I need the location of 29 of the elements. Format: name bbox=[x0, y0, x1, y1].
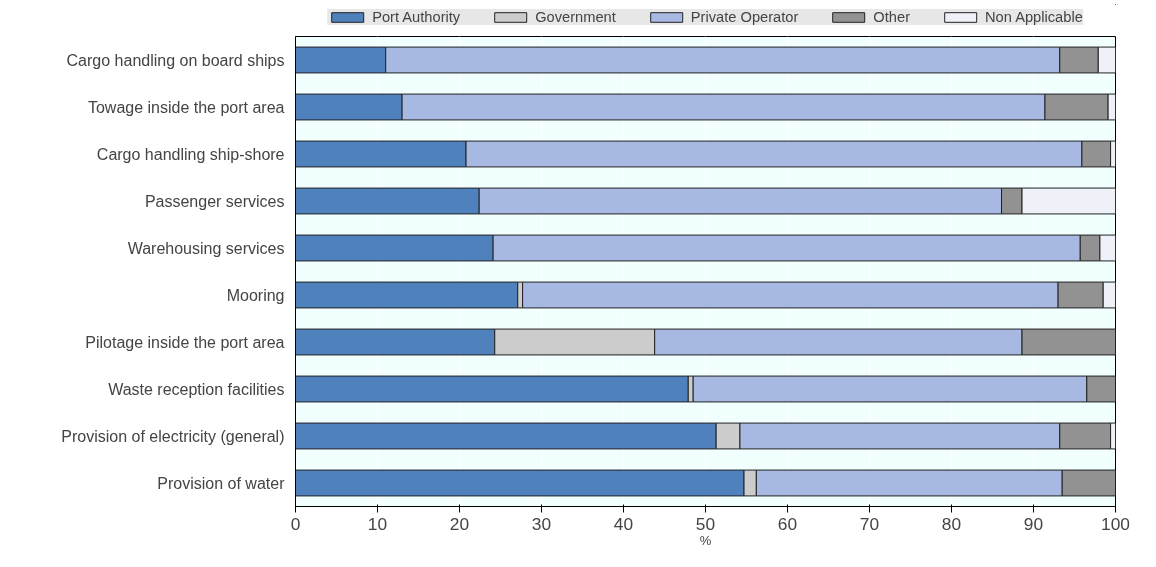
x-tick-label: 20 bbox=[449, 513, 470, 534]
bar bbox=[295, 375, 689, 403]
y-tick-label: Cargo handling on board ships bbox=[66, 51, 285, 69]
y-tick-label: Mooring bbox=[226, 286, 285, 304]
y-tick-label: Warehousing services bbox=[127, 239, 285, 257]
legend-label: Other bbox=[873, 9, 911, 25]
x-tick-label: 30 bbox=[531, 513, 552, 534]
x-tick-label: 10 bbox=[367, 513, 388, 534]
legend-label: Non Applicable bbox=[985, 9, 1083, 25]
y-tick-label: Pilotage inside the port area bbox=[85, 333, 285, 351]
x-tick-label: 60 bbox=[777, 513, 798, 534]
x-tick-label: 40 bbox=[613, 513, 634, 534]
y-tick-label: Cargo handling ship-shore bbox=[96, 145, 285, 163]
x-tick-label: 50 bbox=[695, 513, 716, 534]
x-axis-title: % bbox=[699, 532, 712, 548]
legend-label: Private Operator bbox=[690, 9, 799, 25]
y-tick-label: Provision of water bbox=[157, 474, 286, 492]
legend-label: Port Authority bbox=[372, 9, 461, 25]
x-tick-label: 70 bbox=[859, 513, 880, 534]
x-tick-label: 0 bbox=[290, 513, 301, 534]
x-tick-label: 100 bbox=[1101, 513, 1130, 534]
y-tick-label: Passenger services bbox=[144, 192, 285, 210]
x-tick-label: 80 bbox=[941, 513, 962, 534]
y-tick-label: Provision of electricity (general) bbox=[61, 427, 285, 445]
y-tick-label: Waste reception facilities bbox=[108, 380, 285, 398]
y-tick-label: Towage inside the port area bbox=[87, 98, 285, 116]
legend-label: Government bbox=[535, 9, 616, 25]
bar bbox=[295, 281, 519, 309]
x-tick-label: 90 bbox=[1023, 513, 1044, 534]
